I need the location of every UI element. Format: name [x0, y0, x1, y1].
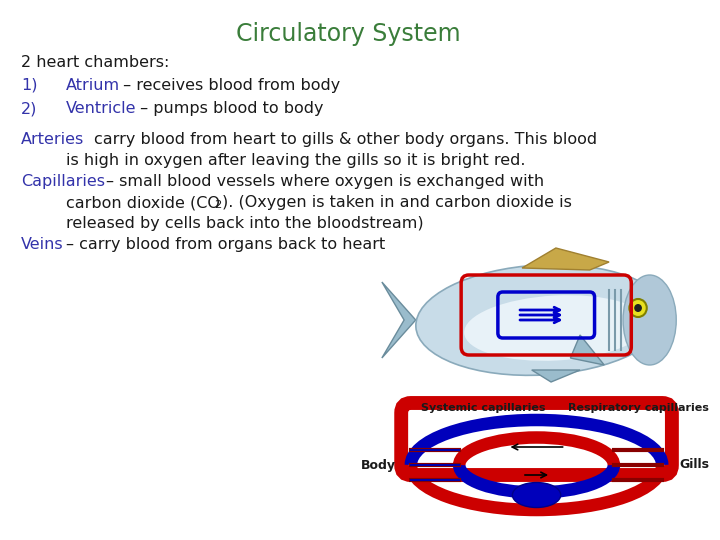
Text: 2 heart chambers:: 2 heart chambers:: [22, 55, 170, 70]
Polygon shape: [531, 370, 580, 382]
Text: Atrium: Atrium: [66, 78, 120, 93]
Text: Capillaries: Capillaries: [22, 174, 105, 189]
Polygon shape: [522, 248, 609, 270]
Text: carry blood from heart to gills & other body organs. This blood: carry blood from heart to gills & other …: [94, 132, 597, 147]
Ellipse shape: [513, 483, 561, 508]
Text: released by cells back into the bloodstream): released by cells back into the bloodstr…: [66, 216, 423, 231]
Text: 1): 1): [22, 78, 37, 93]
Text: Body: Body: [361, 458, 397, 471]
Polygon shape: [382, 282, 415, 358]
Text: 2: 2: [215, 200, 222, 210]
Ellipse shape: [629, 299, 647, 317]
Text: ). (Oxygen is taken in and carbon dioxide is: ). (Oxygen is taken in and carbon dioxid…: [222, 195, 572, 210]
Text: Gills: Gills: [680, 458, 710, 471]
Text: SV  A  V  CA: SV A V CA: [502, 493, 571, 503]
Text: – carry blood from organs back to heart: – carry blood from organs back to heart: [66, 237, 385, 252]
Ellipse shape: [464, 295, 647, 361]
Ellipse shape: [634, 304, 642, 312]
Text: – receives blood from body: – receives blood from body: [118, 78, 340, 93]
Ellipse shape: [623, 275, 676, 365]
Text: 2): 2): [22, 101, 37, 116]
Text: – small blood vessels where oxygen is exchanged with: – small blood vessels where oxygen is ex…: [107, 174, 544, 189]
Text: Respiratory capillaries: Respiratory capillaries: [567, 403, 708, 413]
Text: – pumps blood to body: – pumps blood to body: [135, 101, 324, 116]
Text: Arteries: Arteries: [22, 132, 84, 147]
Text: Ventricle: Ventricle: [66, 101, 136, 116]
Text: is high in oxygen after leaving the gills so it is bright red.: is high in oxygen after leaving the gill…: [66, 153, 525, 168]
Text: Systemic capillaries: Systemic capillaries: [421, 403, 546, 413]
Text: Circulatory System: Circulatory System: [235, 22, 460, 46]
Text: carbon dioxide (CO: carbon dioxide (CO: [66, 195, 220, 210]
Polygon shape: [570, 335, 604, 365]
Ellipse shape: [416, 265, 667, 375]
Text: Veins: Veins: [22, 237, 64, 252]
